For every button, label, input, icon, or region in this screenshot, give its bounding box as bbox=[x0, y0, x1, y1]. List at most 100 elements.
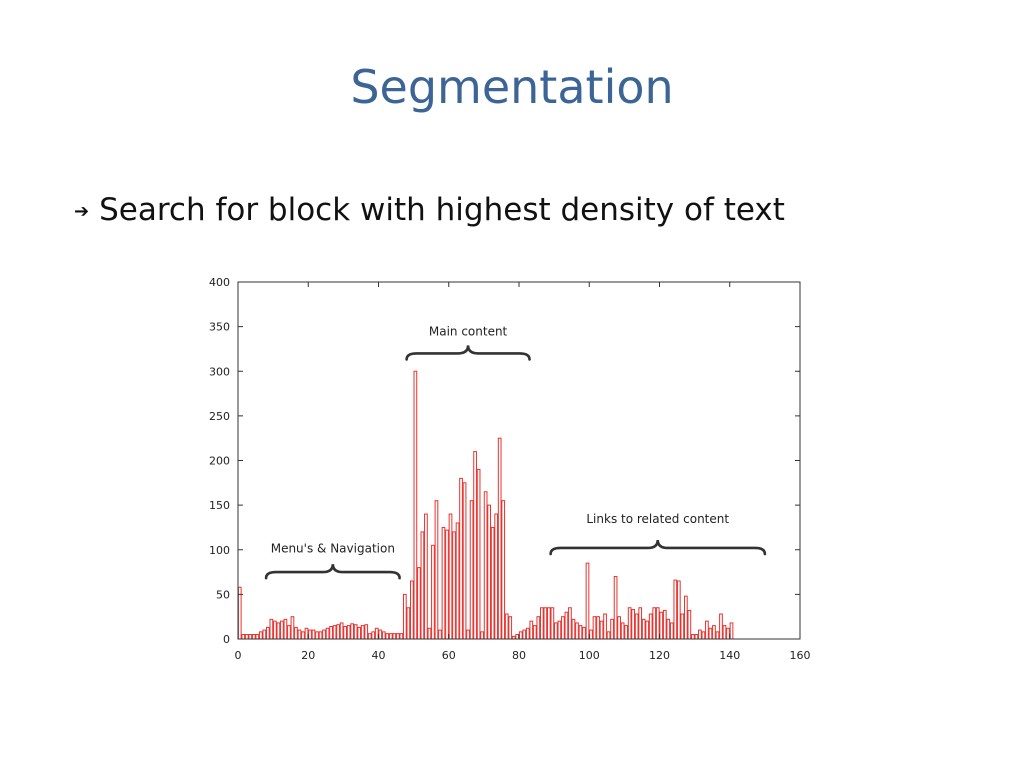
chart-bar bbox=[255, 634, 260, 640]
chart-bar bbox=[367, 633, 372, 640]
chart-bar bbox=[410, 580, 414, 640]
chart-bar bbox=[445, 529, 449, 640]
chart-bar bbox=[691, 634, 695, 640]
chart-bar bbox=[613, 576, 618, 640]
x-tick-label: 80 bbox=[512, 649, 526, 662]
chart-bar bbox=[392, 633, 397, 640]
chart-bar bbox=[606, 631, 611, 640]
chart-bar bbox=[550, 607, 555, 640]
chart-bar bbox=[420, 531, 425, 640]
chart-bar bbox=[287, 625, 291, 640]
arrow-right-icon: ➔ bbox=[74, 201, 90, 222]
chart-bar bbox=[620, 622, 625, 640]
chart-bar bbox=[280, 620, 284, 640]
chart-bar bbox=[532, 625, 537, 640]
chart-bar bbox=[273, 620, 277, 640]
chart-bar bbox=[508, 616, 513, 640]
chart-bar bbox=[466, 629, 470, 640]
chart-bar bbox=[669, 622, 674, 640]
chart-bar bbox=[339, 622, 344, 640]
chart-bar bbox=[315, 631, 319, 640]
slide-title: Segmentation bbox=[350, 60, 674, 114]
chart-bar bbox=[385, 633, 390, 640]
chart-bar bbox=[504, 613, 509, 640]
annotation-label: Menu's & Navigation bbox=[271, 541, 395, 555]
chart-bar bbox=[459, 477, 463, 640]
chart-bar bbox=[715, 631, 720, 640]
chart-bar bbox=[480, 631, 484, 640]
chart-bar bbox=[427, 627, 432, 640]
annotation-label: Main content bbox=[429, 325, 508, 339]
chart-bar bbox=[547, 607, 551, 640]
chart-bar bbox=[248, 634, 253, 640]
chart-bar bbox=[462, 482, 467, 640]
chart-bar bbox=[705, 620, 709, 640]
chart-bar bbox=[648, 613, 653, 640]
chart-bar bbox=[515, 634, 520, 640]
chart-bar bbox=[578, 625, 583, 640]
chart-bar bbox=[694, 634, 699, 640]
chart-bar bbox=[497, 437, 502, 640]
chart-bar bbox=[659, 611, 664, 640]
y-tick-label: 50 bbox=[216, 588, 230, 601]
x-tick-label: 140 bbox=[719, 649, 740, 662]
chart-bar bbox=[719, 613, 723, 640]
y-tick-label: 150 bbox=[209, 499, 230, 512]
chart-bar bbox=[726, 627, 730, 640]
chart-bar bbox=[283, 618, 288, 640]
chart-bar bbox=[357, 626, 362, 640]
annotation-brace bbox=[405, 345, 531, 361]
chart-bar bbox=[610, 618, 614, 640]
chart-bar bbox=[346, 625, 351, 640]
annotation-brace bbox=[264, 563, 401, 580]
chart-bar bbox=[638, 607, 643, 640]
chart-bar bbox=[336, 624, 340, 640]
chart-bar bbox=[575, 622, 579, 640]
y-tick-label: 0 bbox=[223, 633, 230, 646]
chart-bar bbox=[318, 631, 323, 640]
chart-bar bbox=[329, 626, 333, 640]
chart-bar bbox=[332, 625, 337, 640]
chart-bar bbox=[557, 620, 562, 640]
plot-frame bbox=[237, 281, 801, 640]
chart-bar bbox=[687, 609, 692, 640]
chart-bar bbox=[266, 626, 270, 640]
chart-bar bbox=[350, 623, 355, 640]
chart-bar bbox=[529, 620, 534, 640]
chart-bar bbox=[729, 622, 734, 640]
chart-bar bbox=[438, 629, 442, 640]
x-tick-label: 20 bbox=[301, 649, 315, 662]
chart-bar bbox=[301, 631, 305, 640]
chart-bar bbox=[343, 626, 347, 640]
chart-bar bbox=[522, 629, 527, 640]
chart-bar bbox=[269, 618, 274, 640]
chart-bar bbox=[662, 609, 667, 640]
chart-bar bbox=[683, 595, 688, 640]
chart-bar bbox=[585, 562, 590, 640]
chart-bar bbox=[297, 629, 302, 640]
y-tick-label: 100 bbox=[209, 544, 230, 557]
chart-bar bbox=[378, 629, 383, 640]
chart-bar bbox=[554, 622, 558, 640]
chart-bar bbox=[645, 620, 650, 640]
chart-bar bbox=[631, 609, 636, 640]
chart-bar bbox=[673, 579, 678, 640]
chart-bar bbox=[374, 627, 379, 640]
chart-bar bbox=[294, 626, 298, 640]
chart-bar bbox=[561, 616, 565, 640]
y-tick-label: 200 bbox=[209, 455, 230, 468]
chart-bar bbox=[402, 593, 407, 640]
chart-bar bbox=[469, 500, 474, 640]
chart-bar bbox=[652, 607, 657, 640]
x-tick-label: 100 bbox=[579, 649, 600, 662]
chart-bar bbox=[539, 607, 544, 640]
chart-bar bbox=[325, 627, 330, 640]
chart-bar bbox=[494, 513, 499, 640]
chart-bar bbox=[603, 613, 607, 640]
chart-bar bbox=[262, 629, 267, 640]
chart-bar bbox=[476, 468, 481, 640]
chart-bar bbox=[543, 607, 548, 640]
y-tick-label: 350 bbox=[209, 321, 230, 334]
chart-bar bbox=[525, 627, 530, 640]
chart-bar bbox=[634, 613, 639, 640]
